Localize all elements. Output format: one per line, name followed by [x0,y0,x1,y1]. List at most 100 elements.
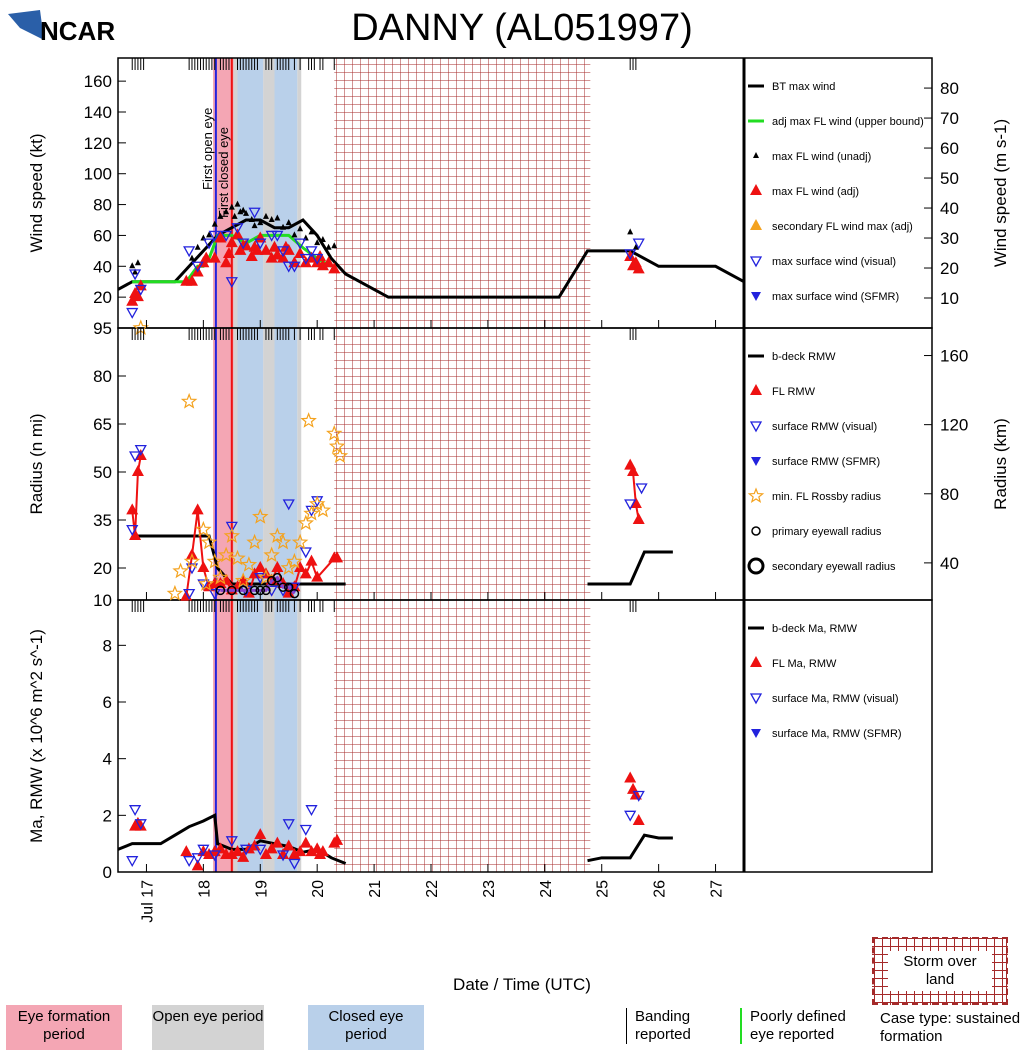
y-tick-label: 60 [93,226,112,245]
rossby-marker [246,533,263,550]
fl-adj-marker [131,465,144,476]
legend-poorly-defined: Poorly defined eye reported [740,1008,870,1044]
y-axis-label: Wind speed (kt) [27,133,46,252]
legend-symbol [747,487,765,504]
fl-unadj-marker [291,231,298,238]
y-right-tick-label: 120 [940,416,968,435]
visual-marker [254,844,267,856]
fl-adj-marker [316,259,329,271]
ncar-logo-swoosh [8,10,44,40]
fl-adj-marker [191,503,204,515]
visual-marker [299,547,312,559]
legend-entry-label: b-deck Ma, RMW [772,623,858,635]
visual-marker [239,844,253,856]
fl-unadj-marker [268,216,275,222]
legend-entry-label: surface Ma, RMW (visual) [772,693,899,705]
y-tick-label: 50 [93,463,112,482]
fl-adj-marker [185,274,198,286]
fl-adj-marker [259,243,272,255]
fl-adj-marker [632,262,645,274]
y-right-axis-label: Wind speed (m s-1) [991,119,1010,267]
y-axis-label: Ma, RMW (x 10^6 m^2 s^-1) [27,629,46,843]
legend-storm-over-land-inner: Storm over land [888,951,992,991]
rossby-marker [223,527,241,544]
fl-adj-marker [237,850,250,862]
fl-adj-marker [294,845,307,857]
y-right-tick-label: 60 [940,139,959,158]
visual-marker [305,246,318,258]
legend-entry-label: FL Ma, RMW [772,658,837,670]
rossby-marker [212,568,229,585]
visual-marker [225,521,238,533]
legend-case-type: Case type: sustained formation [880,1010,1030,1046]
fl-adj-marker [627,465,640,476]
x-tick-label: 22 [424,880,441,898]
legend-entry-label: max FL wind (adj) [772,186,859,198]
legend-storm-over-land-label: Storm over land [903,953,977,988]
rossby-marker [234,572,252,588]
rossby-marker [314,501,332,518]
fl-adj-marker [629,788,642,800]
x-axis-label: Date / Time (UTC) [453,975,591,994]
series-line [587,550,673,586]
legend-entry-label: secondary eyewall radius [772,561,896,573]
x-tick-label: 18 [196,880,213,898]
visual-marker [126,307,139,319]
y-right-tick-label: 10 [940,289,959,308]
fl-unadj-marker [280,223,287,230]
legend-banding-label: Banding reported [635,1008,691,1043]
series-line [587,833,673,863]
fl-unadj-marker [188,254,195,261]
fl-adj-marker [305,845,318,857]
visual-marker [208,230,221,242]
y-tick-label: 65 [93,415,112,434]
fl-unadj-marker [257,219,264,226]
visual-marker [126,524,139,536]
fl-unadj-marker [134,259,141,266]
fl-unadj-marker [234,200,241,207]
panel-frame [117,599,933,873]
fl-adj-marker [231,845,244,857]
rossby-marker [252,508,269,524]
legend-closed-eye-label: Closed eye period [328,1008,404,1043]
legend-symbol [747,557,765,575]
rossby-marker [206,552,223,569]
rossby-marker [263,546,280,563]
fl-adj-marker [632,814,645,825]
fl-unadj-marker [319,236,326,243]
visual-marker [305,805,318,817]
visual-marker [265,585,278,597]
panels [117,57,933,873]
closed-eye-band [237,58,264,872]
eyewall-marker [227,585,237,596]
visual-marker [197,579,210,591]
y-tick-label: 8 [103,636,112,655]
eyewall-marker [215,585,226,596]
y-right-axis-label: Radius (km) [991,418,1010,510]
rossby-marker [297,514,315,531]
eyewall-marker [238,585,248,596]
y-tick-label: 10 [93,591,112,610]
rossby-marker [300,412,317,428]
legend-symbol [750,656,762,667]
eyewall-marker [249,585,260,596]
ncar-logo: NCAR [8,10,115,46]
y-right-tick-label: 40 [940,199,959,218]
legend-entry-label: min. FL Rossby radius [772,491,882,503]
fl-adj-marker [314,250,327,262]
visual-marker [282,499,295,511]
y-tick-label: 120 [84,134,112,153]
fl-adj-marker [259,848,272,859]
y-axis-label: Radius (n mi) [27,413,46,514]
fl-adj-marker [245,250,258,262]
fl-adj-marker [265,251,278,263]
land-hatch-region [334,58,591,872]
rossby-marker [280,559,297,576]
open-eye-band [233,58,238,872]
fl-unadj-marker [308,228,315,235]
y-tick-label: 6 [103,693,112,712]
legend-entry-label: primary eyewall radius [772,526,882,538]
rossby-marker [303,504,320,521]
legend-symbol [751,457,761,466]
